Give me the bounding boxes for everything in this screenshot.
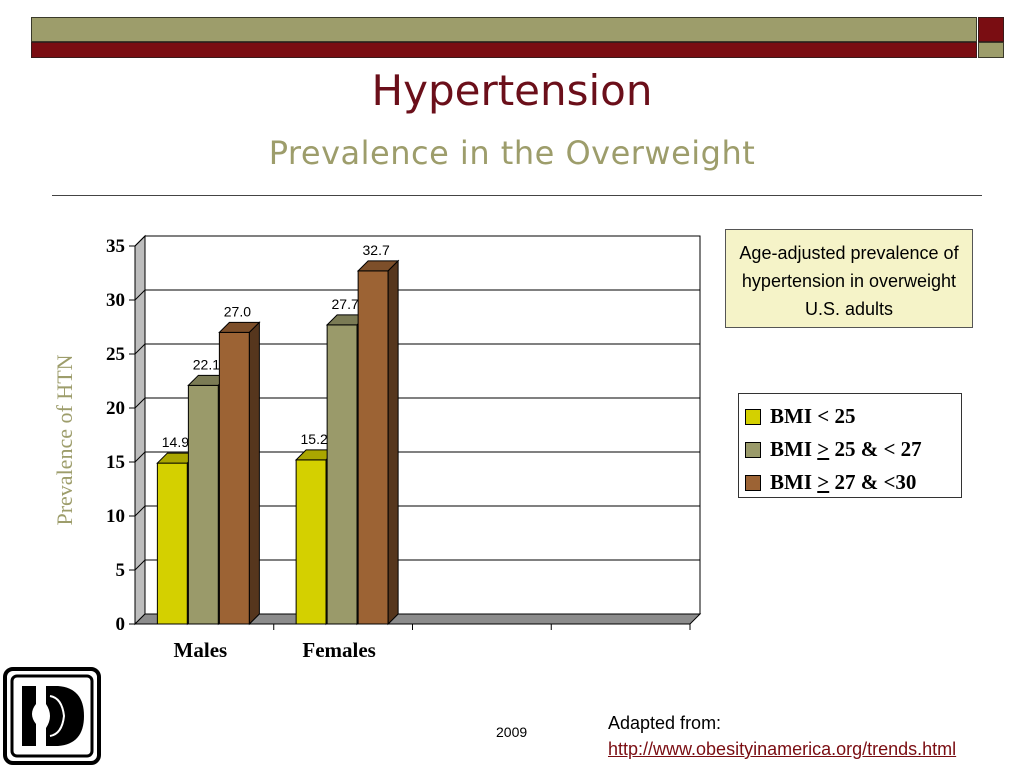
legend-label: BMI < 25 [770,404,856,428]
gridline-side [134,505,146,517]
header-band-maroon [31,42,977,58]
gridline-side [134,451,146,463]
plot-side-wall [134,234,146,626]
corner-block-maroon [978,17,1004,42]
data-label: 27.0 [224,303,251,319]
gridline-side [134,289,146,301]
gridline-side [134,397,146,409]
y-tick-label: 30 [106,290,125,311]
legend-swatch [745,474,761,491]
title-divider [52,195,982,196]
source-label: Adapted from: [608,713,722,733]
legend-item: BMI > 27 & <30 [745,466,961,499]
data-label: 22.1 [193,356,220,372]
chart-legend: BMI < 25 BMI > 25 & < 27 BMI > 27 & <30 [738,393,962,498]
legend-swatch [745,408,761,425]
bar [295,459,327,625]
bar [187,384,219,625]
y-tick-label: 25 [106,344,125,365]
bar-side [248,321,260,626]
note-box: Age-adjusted prevalence of hypertension … [725,229,973,328]
legend-label: BMI > 27 & <30 [770,470,917,494]
gridline-side [134,235,146,247]
bar [326,324,358,625]
slide-subtitle: Prevalence in the Overweight [268,134,756,172]
data-label: 15.2 [301,431,328,447]
gridline-side [134,343,146,355]
y-tick-label: 5 [116,560,126,581]
x-category-label: Males [174,638,228,662]
header-band-olive [31,17,977,42]
y-axis-title: Prevalence of HTN [52,354,77,525]
data-label: 14.9 [162,434,189,450]
gridline-side [134,559,146,571]
legend-item: BMI < 25 [745,400,961,433]
y-tick-label: 10 [106,506,125,527]
y-tick-label: 20 [106,398,125,419]
legend-item: BMI > 25 & < 27 [745,433,961,466]
y-tick-label: 15 [106,452,125,473]
x-category-label: Females [302,638,375,662]
corner-block-olive [978,42,1004,58]
legend-swatch [745,441,761,458]
data-label: 27.7 [332,296,359,312]
y-tick-label: 35 [106,236,125,257]
slide-year: 2009 [496,724,528,740]
bar [218,331,250,625]
y-tick-label: 0 [116,614,126,635]
source-link[interactable]: http://www.obesityinamerica.org/trends.h… [608,739,957,759]
data-label: 32.7 [363,242,390,258]
slide-title: Hypertension [371,66,653,115]
logo-icon [3,667,101,765]
bar [357,270,389,625]
bar-side [387,259,399,626]
bar [156,462,188,625]
legend-label: BMI > 25 & < 27 [770,437,922,461]
